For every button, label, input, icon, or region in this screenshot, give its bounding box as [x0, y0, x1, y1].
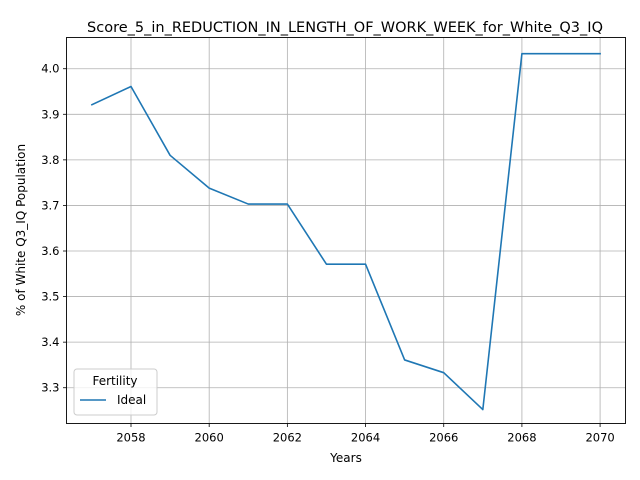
y-tick-label: 3.8	[41, 153, 59, 167]
legend-title: Fertility	[92, 374, 137, 388]
x-tick-label: 2062	[273, 431, 302, 445]
y-tick-label: 3.3	[41, 381, 59, 395]
y-tick-label: 3.6	[41, 244, 59, 258]
y-tick-label: 3.5	[41, 290, 59, 304]
x-axis-label: Years	[329, 451, 362, 465]
y-tick-label: 4.0	[41, 62, 59, 76]
x-tick-label: 2070	[585, 431, 614, 445]
legend: Fertility Ideal	[74, 369, 157, 415]
y-tick-label: 3.7	[41, 198, 59, 212]
y-tick-label: 3.9	[41, 107, 59, 121]
y-tick-label: 3.4	[41, 335, 59, 349]
x-tick-label: 2066	[429, 431, 458, 445]
chart-title: Score_5_in_REDUCTION_IN_LENGTH_OF_WORK_W…	[87, 20, 603, 36]
x-tick-label: 2068	[507, 431, 536, 445]
y-axis-label: % of White Q3_IQ Population	[14, 144, 28, 316]
legend-label-ideal: Ideal	[117, 393, 146, 407]
x-tick-label: 2058	[116, 431, 145, 445]
x-tick-label: 2064	[351, 431, 380, 445]
x-tick-label: 2060	[195, 431, 224, 445]
